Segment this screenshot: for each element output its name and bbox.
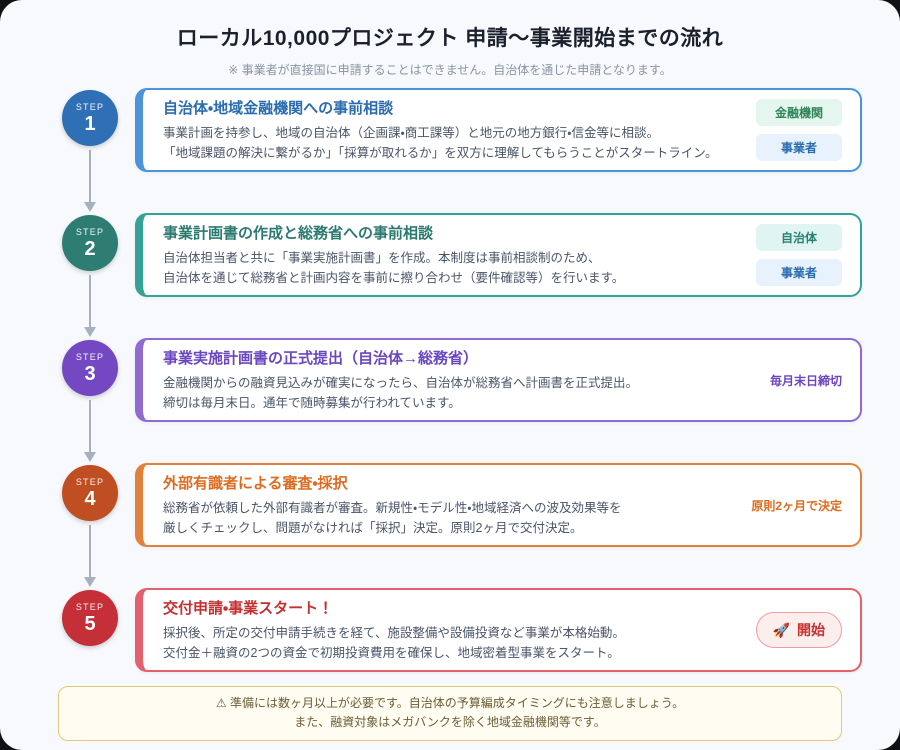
step-description-line1: 金融機関からの融資見込みが確実になったら、自治体が総務省へ計画書を正式提出。 — [163, 376, 639, 391]
step-label: STEP — [75, 227, 105, 237]
step-description-line1: 総務省が依頼した外部有識者が審査。新規性・モデル性・地域経済への波及効果等を — [163, 501, 622, 516]
step-row-2: STEP 2 事業計画書の作成と総務省への事前相談 自治体担当者と共に「事業実施… — [62, 213, 862, 337]
deadline-label: 毎月末日締切 — [769, 373, 842, 388]
step-row-3: STEP 3 事業実施計画書の正式提出（自治体→総務省） 金融機関からの融資見込… — [62, 338, 862, 462]
step-description-line1: 採択後、所定の交付申請手続きを経て、施設整備や設備投資など事業が本格始動。 — [163, 626, 625, 641]
rocket-icon: 🚀 — [772, 621, 790, 638]
decision-period-label: 原則2ヶ月で決定 — [751, 498, 842, 513]
step-label: STEP — [75, 102, 105, 112]
step-number: 3 — [84, 363, 96, 385]
footer-note: ⚠ 準備には数ヶ月以上が必要です。自治体の予算編成タイミングにも注意しましょう。… — [58, 685, 842, 741]
step-description: 事業計画を持参し、地域の自治体（企画課・商工課等）と地元の地方銀行・信金等に相談… — [163, 124, 742, 163]
step-side: 毎月末日締切 — [770, 372, 842, 389]
step-circle-3: STEP 3 — [62, 340, 118, 396]
warning-icon: ⚠ — [215, 695, 227, 710]
step-circle-5: STEP 5 — [62, 590, 118, 646]
step-card-2: 事業計画書の作成と総務省への事前相談 自治体担当者と共に「事業実施計画書」を作成… — [135, 213, 862, 297]
step-description: 自治体担当者と共に「事業実施計画書」を作成。本制度は事前相談制のため、 自治体を… — [163, 249, 742, 288]
step-label: STEP — [75, 477, 105, 487]
step-card-4: 外部有識者による審査・採択 総務省が依頼した外部有識者が審査。新規性・モデル性・… — [135, 463, 862, 547]
step-card-5: 交付申請・事業スタート！ 採択後、所定の交付申請手続きを経て、施設整備や設備投資… — [135, 588, 862, 672]
step-side: 金融機関 事業者 — [756, 99, 842, 161]
step-side: 原則2ヶ月で決定 — [751, 497, 842, 514]
step-row-5: STEP 5 交付申請・事業スタート！ 採択後、所定の交付申請手続きを経て、施設… — [62, 588, 862, 672]
step-title: 事業計画書の作成と総務省への事前相談 — [163, 225, 434, 243]
step-description-line2: 交付金＋融資の2つの資金で初期投資費用を確保し、地域密着型事業をスタート。 — [163, 645, 620, 660]
step-description-line1: 事業計画を持参し、地域の自治体（企画課・商工課等）と地元の地方銀行・信金等に相談… — [163, 126, 660, 141]
step-number: 4 — [84, 488, 96, 510]
flow-arrow — [84, 400, 96, 462]
footer-note-line1: ⚠ 準備には数ヶ月以上が必要です。自治体の予算編成タイミングにも注意しましょう。 — [215, 695, 685, 710]
tag-financial-institution: 金融機関 — [756, 99, 842, 126]
start-badge: 🚀 開始 — [755, 612, 842, 648]
tag-business-operator: 事業者 — [756, 259, 842, 286]
step-circle-4: STEP 4 — [62, 465, 118, 521]
step-card-3: 事業実施計画書の正式提出（自治体→総務省） 金融機関からの融資見込みが確実になっ… — [135, 338, 862, 422]
step-label: STEP — [75, 352, 105, 362]
step-title: 交付申請・事業スタート！ — [163, 600, 334, 618]
step-title: 事業実施計画書の正式提出（自治体→総務省） — [163, 350, 479, 368]
flow-arrow — [84, 150, 96, 212]
step-side: 🚀 開始 — [755, 612, 842, 648]
step-description-line1: 自治体担当者と共に「事業実施計画書」を作成。本制度は事前相談制のため、 — [163, 251, 601, 266]
flow-arrow — [84, 275, 96, 337]
step-description: 採択後、所定の交付申請手続きを経て、施設整備や設備投資など事業が本格始動。 交付… — [163, 624, 742, 663]
step-description-line2: 締切は毎月末日。通年で随時募集が行われています。 — [163, 395, 461, 410]
step-side: 自治体 事業者 — [756, 224, 842, 286]
step-description-line2: 厳しくチェックし、問題がなければ「採択」決定。原則2ヶ月で交付決定。 — [163, 520, 583, 535]
footer-note-line2: また、融資対象はメガバンクを除く地域金融機関等です。 — [294, 714, 606, 729]
tag-business-operator: 事業者 — [756, 134, 842, 161]
step-circle-2: STEP 2 — [62, 215, 118, 271]
step-number: 5 — [84, 613, 96, 635]
step-description-line2: 自治体を通じて総務省と計画内容を事前に擦り合わせ（要件確認等）を行います。 — [163, 270, 625, 285]
header: ローカル10,000プロジェクト 申請〜事業開始までの流れ ※ 事業者が直接国に… — [0, 0, 900, 78]
page-subtitle: ※ 事業者が直接国に申請することはできません。自治体を通じた申請となります。 — [228, 63, 672, 77]
step-circle-1: STEP 1 — [62, 90, 118, 146]
tag-municipality: 自治体 — [756, 224, 842, 251]
step-description-line2: 「地域課題の解決に繋がるか」「採算が取れるか」を双方に理解してもらうことがスター… — [163, 145, 718, 160]
flow-arrow — [84, 525, 96, 587]
step-description: 総務省が依頼した外部有識者が審査。新規性・モデル性・地域経済への波及効果等を 厳… — [163, 499, 737, 538]
start-badge-label: 開始 — [797, 622, 825, 638]
step-number: 2 — [84, 238, 96, 260]
step-description: 金融機関からの融資見込みが確実になったら、自治体が総務省へ計画書を正式提出。 締… — [163, 374, 756, 413]
step-row-1: STEP 1 自治体・地域金融機関への事前相談 事業計画を持参し、地域の自治体（… — [62, 88, 862, 212]
step-title: 外部有識者による審査・採択 — [163, 475, 348, 493]
step-title: 自治体・地域金融機関への事前相談 — [163, 100, 394, 118]
step-card-1: 自治体・地域金融機関への事前相談 事業計画を持参し、地域の自治体（企画課・商工課… — [135, 88, 862, 172]
flow-steps: STEP 1 自治体・地域金融機関への事前相談 事業計画を持参し、地域の自治体（… — [62, 88, 862, 672]
step-label: STEP — [75, 602, 105, 612]
step-number: 1 — [84, 113, 96, 135]
step-row-4: STEP 4 外部有識者による審査・採択 総務省が依頼した外部有識者が審査。新規… — [62, 463, 862, 587]
page-title: ローカル10,000プロジェクト 申請〜事業開始までの流れ — [176, 27, 724, 50]
